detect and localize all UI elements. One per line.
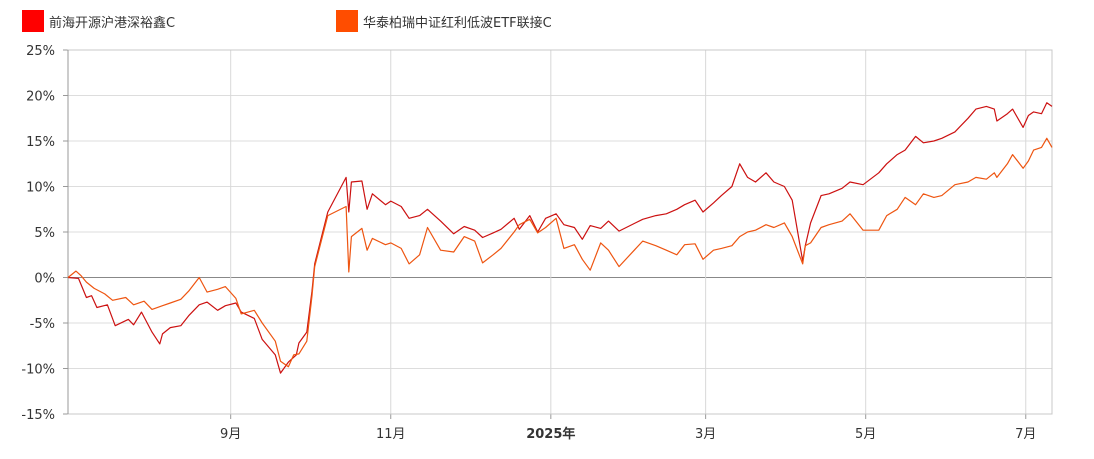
x-tick-label: 9月 [220,427,241,442]
x-tick-label: 7月 [1015,427,1036,442]
x-tick-label: 2025年 [526,426,575,442]
y-tick-label: -10% [21,363,55,378]
legend-label-series-1: 前海开源沪港深裕鑫C [49,15,176,31]
legend-swatch-series-1 [22,10,44,32]
y-tick-label: 25% [26,44,55,59]
x-tick-label: 3月 [695,427,716,442]
x-tick-label: 5月 [855,427,876,442]
y-tick-label: -15% [21,408,55,423]
series-layer [67,102,1053,374]
axis-layer: 25% 20% 15% 10% 5% 0% -5% -10% -15% 9月 11月 2025年 3月 5… [21,44,1053,442]
legend-swatch-series-2 [336,10,358,32]
y-tick-label: 15% [26,135,55,150]
series-line-2 [67,137,1053,368]
y-tick-label: 10% [26,181,55,196]
y-tick-label: 0% [34,272,55,287]
legend-label-series-2: 华泰柏瑞中证红利低波ETF联接C [363,15,552,31]
y-tick-label: 5% [34,226,55,241]
legend-item-series-1[interactable]: 前海开源沪港深裕鑫C [22,10,175,32]
chart-legend: 前海开源沪港深裕鑫C 华泰柏瑞中证红利低波ETF联接C [0,0,1094,40]
y-tick-label: 20% [26,90,55,105]
y-tick-label: -5% [30,317,55,332]
series-line-1 [67,102,1053,374]
x-tick-label: 11月 [376,427,406,442]
legend-item-series-2[interactable]: 华泰柏瑞中证红利低波ETF联接C [336,10,552,32]
